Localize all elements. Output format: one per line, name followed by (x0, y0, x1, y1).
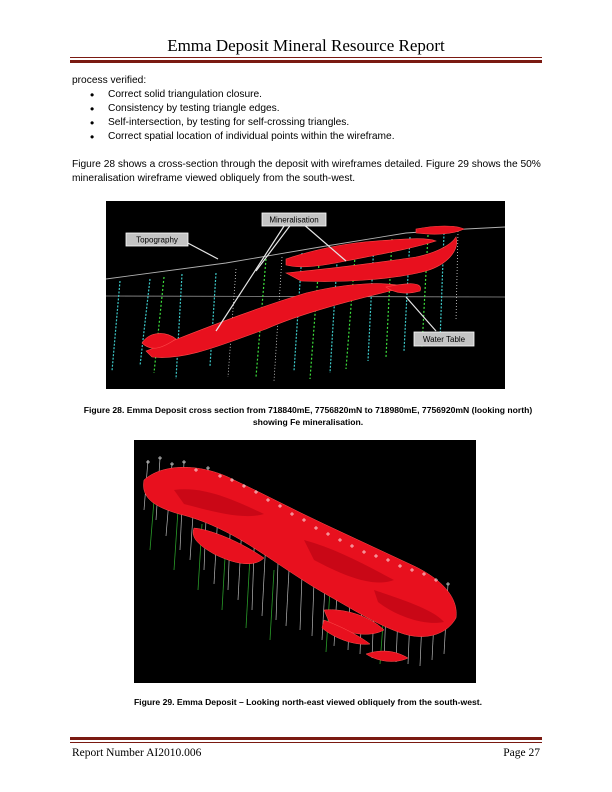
verification-list: Correct solid triangulation closure. Con… (86, 88, 395, 144)
figure-description-paragraph: Figure 28 shows a cross-section through … (72, 159, 541, 184)
figure-29-oblique-view-image (134, 440, 476, 683)
list-item: Correct spatial location of individual p… (86, 130, 395, 144)
footer-rule-thick (70, 737, 542, 740)
report-title: Emma Deposit Mineral Resource Report (167, 36, 445, 55)
callout-water-table: Water Table (423, 335, 466, 344)
callout-water-table-box (413, 331, 475, 347)
list-item: Self-intersection, by testing for self-c… (86, 116, 395, 130)
callout-topography-box (125, 232, 189, 247)
callout-mineralisation: Mineralisation (269, 216, 318, 225)
callout-topography: Topography (136, 236, 178, 245)
list-item: Consistency by testing triangle edges. (86, 102, 395, 116)
header-rule-thin (70, 57, 542, 58)
page-number: Page 27 (503, 747, 540, 759)
callout-mineralisation-box (261, 212, 327, 227)
list-item: Correct solid triangulation closure. (86, 88, 395, 102)
report-number: Report Number AI2010.006 (72, 747, 202, 759)
intro-text: process verified: (72, 75, 147, 86)
header-rule-thick (70, 60, 542, 63)
figure-28-caption: Figure 28. Emma Deposit cross section fr… (83, 405, 533, 427)
figure-29-caption: Figure 29. Emma Deposit – Looking north-… (133, 697, 483, 707)
figure-28-cross-section-image: Mineralisation Topography Water Table (106, 201, 505, 389)
footer-rule-thin (70, 742, 542, 743)
